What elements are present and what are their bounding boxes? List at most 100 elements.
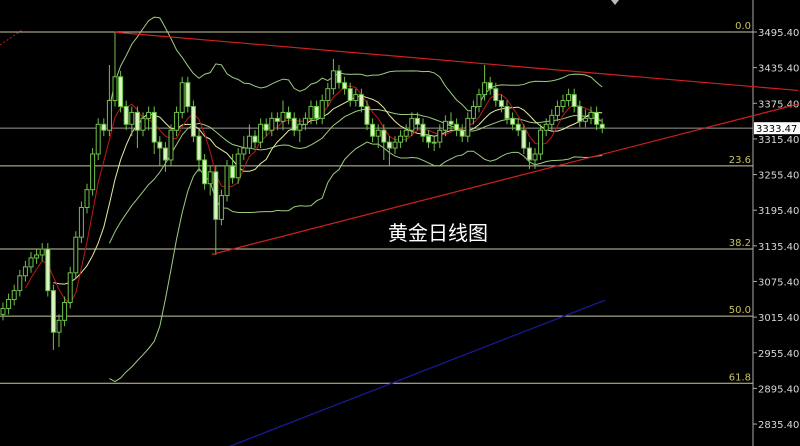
candle [17,269,23,297]
candle-body [291,117,297,131]
candle-body [420,123,426,137]
candle [286,106,292,125]
candle [280,100,286,131]
candle-body [190,105,196,137]
candle-body [414,117,420,125]
candle [358,88,364,113]
candle [386,136,392,166]
candle [493,82,499,107]
fib-level-label: 23.6 [729,155,751,166]
candle [263,118,269,137]
candle [448,112,454,131]
candle-body [375,129,381,137]
candle [330,58,336,95]
candle-body [403,129,409,137]
candle-body [168,129,174,161]
candle-body [342,82,348,90]
y-tick-label: 2895.40 [758,384,799,395]
candle-body [442,120,448,131]
candle-body [549,114,555,125]
candle-body [364,105,370,125]
candle-body [599,123,605,129]
candle [532,148,538,169]
candle [123,100,129,131]
candle [398,130,404,149]
candle [241,136,247,160]
candle [190,100,196,143]
candle [582,109,588,128]
candle [95,118,101,160]
candle [521,124,527,155]
candle-body [39,248,45,256]
candle [431,136,437,152]
candle [112,32,118,107]
candle-body [274,117,280,122]
candle [566,88,572,107]
candle [90,148,96,196]
candle [381,124,387,160]
candle [0,302,6,321]
candle-body [123,105,129,125]
candle [62,296,68,327]
candle-body [112,76,118,102]
candle [314,100,320,125]
candle-body [140,117,146,131]
candle-body [297,123,303,131]
candle [375,124,381,149]
candle [297,118,303,143]
candle [78,201,84,244]
candle-body [398,135,404,143]
candle-body [34,254,40,259]
candle [599,118,605,134]
trendline [229,299,606,446]
candle [426,130,432,149]
candle-body [162,147,168,161]
candle-body [487,82,493,90]
candle [319,94,325,125]
y-tick-label: 3315.40 [758,135,799,146]
candle [437,124,443,149]
candle-body [510,117,516,125]
candle-body [101,123,107,131]
y-tick-label: 3195.40 [758,206,799,217]
candle-body [498,100,504,107]
candle-body [50,290,56,333]
candle [353,88,359,107]
candle-body [73,236,79,274]
y-tick-label: 3375.40 [758,99,799,110]
candle-body [269,117,275,131]
candle [510,112,516,131]
candle-body [482,82,488,96]
candle [50,284,56,351]
candle-body [56,319,62,333]
candle [218,189,224,226]
candle [118,70,124,113]
candle-body [370,123,376,137]
candle-body [577,105,583,122]
candle [364,100,370,131]
candle-body [151,111,157,143]
candle-body [459,129,465,137]
candle [67,266,73,309]
candle-body [302,117,308,125]
candle-body [330,70,336,90]
candle [73,231,79,279]
candle [588,106,594,125]
trendline [211,103,799,255]
candle-body [566,94,572,102]
candle [498,94,504,113]
trendline [114,31,799,92]
candle-body [95,123,101,155]
y-tick-label: 2955.40 [758,349,799,360]
candle [442,115,448,137]
candle-body [476,94,482,107]
candle-body [594,111,600,125]
candle-body [554,105,560,116]
candle [403,124,409,143]
candle-body [325,88,331,102]
candle [196,130,202,172]
candle-body [493,88,499,102]
y-tick-label: 3075.40 [758,277,799,288]
